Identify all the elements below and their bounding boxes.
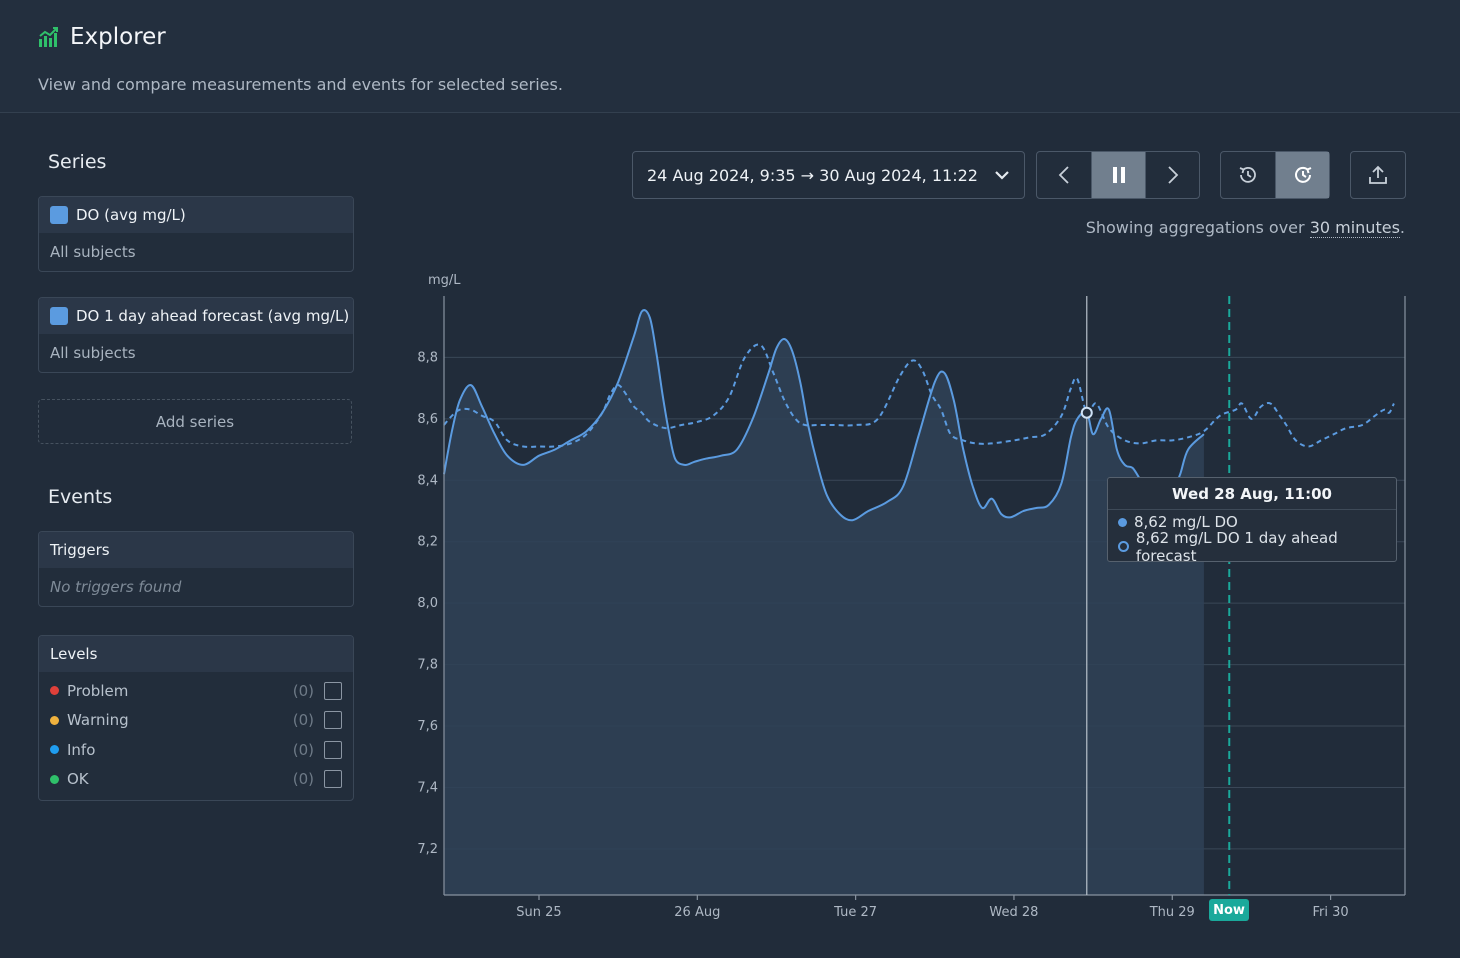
app-title: Explorer bbox=[38, 24, 166, 50]
x-tick-label: Tue 27 bbox=[833, 905, 877, 920]
level-label: Info bbox=[67, 740, 96, 759]
series-label: DO (avg mg/L) bbox=[76, 206, 186, 224]
time-range-select[interactable]: 24 Aug 2024, 9:35 → 30 Aug 2024, 11:22 bbox=[632, 151, 1025, 199]
tooltip-value: 8,62 mg/L DO 1 day ahead forecast bbox=[1135, 528, 1338, 565]
triggers-card: Triggers No triggers found bbox=[38, 531, 354, 607]
info-dot-icon bbox=[50, 745, 59, 755]
chevron-right-icon bbox=[1167, 166, 1178, 184]
y-tick-label: 8,4 bbox=[417, 473, 438, 488]
y-axis-unit-label: mg/L bbox=[428, 273, 461, 288]
x-tick-label: 26 Aug bbox=[674, 905, 720, 920]
chevron-down-icon bbox=[995, 171, 1009, 180]
y-tick-label: 8,0 bbox=[417, 596, 438, 611]
time-range-value: 24 Aug 2024, 9:35 → 30 Aug 2024, 11:22 bbox=[647, 165, 978, 185]
level-checkbox[interactable] bbox=[324, 770, 342, 789]
chart-icon bbox=[39, 27, 58, 47]
triggers-empty-text: No triggers found bbox=[50, 578, 182, 596]
warning-dot-icon bbox=[50, 715, 59, 725]
add-series-button[interactable]: Add series bbox=[38, 399, 352, 444]
chart-tooltip: Wed 28 Aug, 11:00 8,62 mg/L DO 8,62 mg/L… bbox=[1107, 477, 1397, 565]
x-tick-label: Wed 28 bbox=[989, 905, 1038, 920]
export-button[interactable] bbox=[1351, 152, 1405, 198]
live-refresh-icon bbox=[1294, 166, 1311, 183]
page-title: Explorer bbox=[70, 24, 166, 50]
next-button[interactable] bbox=[1145, 152, 1199, 198]
events-heading: Events bbox=[48, 486, 113, 508]
y-tick-label: 7,4 bbox=[417, 780, 438, 795]
history-controls bbox=[1220, 151, 1330, 199]
level-count: (0) bbox=[292, 681, 314, 700]
series-subjects[interactable]: All subjects bbox=[50, 243, 136, 261]
ok-dot-icon bbox=[50, 774, 59, 784]
aggregation-suffix: . bbox=[1399, 218, 1405, 237]
triggers-title: Triggers bbox=[39, 532, 353, 568]
series-color-swatch[interactable] bbox=[50, 307, 68, 325]
series-dot-icon bbox=[1118, 517, 1127, 527]
x-tick-label: Thu 29 bbox=[1149, 905, 1195, 920]
level-label: OK bbox=[67, 770, 89, 789]
level-count: (0) bbox=[292, 740, 314, 759]
y-tick-label: 7,8 bbox=[417, 658, 438, 673]
series-ring-icon bbox=[1118, 541, 1129, 553]
y-tick-label: 7,2 bbox=[417, 842, 438, 857]
now-badge: Now bbox=[1209, 899, 1249, 921]
do-series-area bbox=[444, 310, 1204, 895]
y-tick-label: 7,6 bbox=[417, 719, 438, 734]
y-tick-label: 8,8 bbox=[417, 350, 438, 365]
aggregation-interval-link[interactable]: 30 minutes bbox=[1309, 218, 1400, 238]
level-count: (0) bbox=[292, 711, 314, 730]
previous-button[interactable] bbox=[1037, 152, 1091, 198]
x-tick-label: Fri 30 bbox=[1313, 905, 1349, 920]
series-color-swatch[interactable] bbox=[50, 206, 68, 224]
y-tick-label: 8,2 bbox=[417, 535, 438, 550]
history-icon bbox=[1239, 166, 1256, 183]
page-subtitle: View and compare measurements and events… bbox=[38, 75, 563, 94]
series-label: DO 1 day ahead forecast (avg mg/L) bbox=[76, 307, 350, 325]
aggregation-info: Showing aggregations over 30 minutes. bbox=[1085, 218, 1405, 238]
level-row-ok[interactable]: OK (0) bbox=[39, 765, 353, 795]
level-row-warning[interactable]: Warning (0) bbox=[39, 706, 353, 736]
pause-button[interactable] bbox=[1091, 152, 1145, 198]
level-checkbox[interactable] bbox=[324, 740, 342, 759]
series-subjects[interactable]: All subjects bbox=[50, 344, 136, 362]
export-controls bbox=[1350, 151, 1406, 199]
tooltip-row: 8,62 mg/L DO bbox=[1108, 510, 1396, 535]
history-button[interactable] bbox=[1221, 152, 1275, 198]
aggregation-prefix: Showing aggregations over bbox=[1085, 218, 1305, 237]
upload-icon bbox=[1369, 165, 1387, 184]
level-label: Problem bbox=[67, 681, 129, 700]
level-label: Warning bbox=[67, 711, 129, 730]
live-mode-button[interactable] bbox=[1275, 152, 1329, 198]
level-checkbox[interactable] bbox=[324, 681, 342, 700]
pause-icon bbox=[1112, 167, 1125, 183]
series-card-forecast[interactable]: DO 1 day ahead forecast (avg mg/L) All s… bbox=[38, 297, 354, 373]
page-header: Explorer View and compare measurements a… bbox=[0, 0, 1460, 113]
tooltip-title: Wed 28 Aug, 11:00 bbox=[1108, 478, 1396, 510]
y-tick-label: 8,6 bbox=[417, 412, 438, 427]
level-row-info[interactable]: Info (0) bbox=[39, 735, 353, 765]
level-checkbox[interactable] bbox=[324, 711, 342, 730]
levels-title: Levels bbox=[39, 636, 353, 672]
levels-card: Levels Problem (0) Warning (0) Info (0) … bbox=[38, 635, 354, 801]
problem-dot-icon bbox=[50, 686, 59, 696]
hover-point-marker bbox=[1080, 406, 1093, 419]
chart-axes: 8,8 8,6 8,4 8,2 8,0 7,8 7,6 7,4 7,2 Sun 25 26 Aug T… bbox=[417, 296, 1406, 920]
playback-controls bbox=[1036, 151, 1200, 199]
series-card-do[interactable]: DO (avg mg/L) All subjects bbox=[38, 196, 354, 272]
level-row-problem[interactable]: Problem (0) bbox=[39, 676, 353, 706]
level-count: (0) bbox=[292, 770, 314, 789]
tooltip-value: 8,62 mg/L DO bbox=[1134, 513, 1238, 532]
chevron-left-icon bbox=[1058, 166, 1069, 184]
series-heading: Series bbox=[48, 151, 107, 173]
x-tick-label: Sun 25 bbox=[516, 905, 561, 920]
tooltip-row: 8,62 mg/L DO 1 day ahead forecast bbox=[1108, 529, 1396, 565]
